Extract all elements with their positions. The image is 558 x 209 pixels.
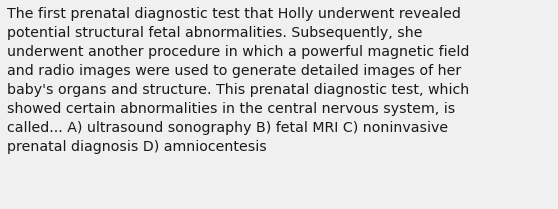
Text: The first prenatal diagnostic test that Holly underwent revealed
potential struc: The first prenatal diagnostic test that … xyxy=(7,7,469,154)
